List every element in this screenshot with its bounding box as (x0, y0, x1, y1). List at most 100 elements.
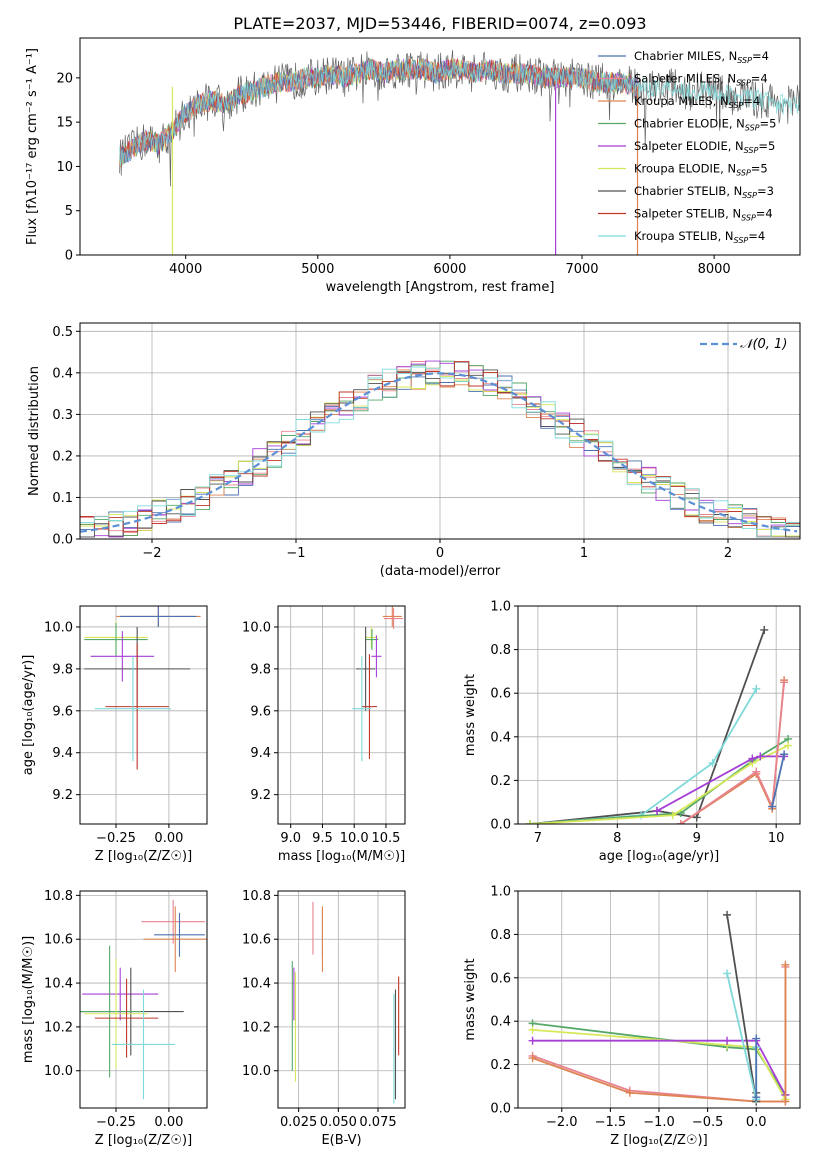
x-tick-label: −0.5 (692, 1115, 724, 1130)
y-tick-label: 1.0 (490, 600, 511, 615)
weight-marker (756, 752, 765, 761)
axes-frame (517, 890, 801, 1109)
weight-marker (676, 820, 685, 824)
x-tick-label: 0.00 (154, 831, 183, 846)
panel-weight-vs-Z: −2.0 −1.5 −1.0 −0.5 0.0 0.0 0.2 0.4 0.6 0.8 1.0 Z [… (463, 885, 801, 1148)
y-tick-label: 10.0 (242, 1064, 271, 1079)
y-tick-label: 10.4 (242, 977, 271, 992)
axes-frame (79, 37, 801, 256)
weight-marker (528, 1025, 537, 1034)
y-tick-label: 0.6 (490, 687, 511, 702)
plot-area (80, 360, 800, 539)
y-tick-label: 5 (65, 204, 73, 219)
y-tick-label: 10.2 (44, 1020, 73, 1035)
y-tick-label: 0.3 (52, 408, 73, 423)
weight-line (529, 688, 758, 824)
weight-marker (768, 802, 777, 811)
x-tick-label: 5000 (301, 262, 334, 277)
x-tick-label: 8 (613, 831, 621, 846)
y-tick-label: 9.8 (250, 662, 271, 677)
x-tick-label: 9.0 (280, 831, 301, 846)
weight-marker (752, 1034, 761, 1043)
y-tick-label: 0.5 (52, 325, 73, 340)
axes-frame (277, 890, 406, 1109)
y-tick-label: 0.2 (52, 449, 73, 464)
x-tick-label: 7000 (565, 262, 598, 277)
weight-marker (668, 811, 677, 820)
y-axis-label: mass weight (463, 674, 478, 756)
plot-area (352, 606, 404, 762)
figure-title: PLATE=2037, MJD=53446, FIBERID=0074, z=0… (233, 14, 646, 33)
y-tick-label: 0.6 (490, 971, 511, 986)
y-tick-label: 10.4 (44, 977, 73, 992)
weight-line (680, 682, 785, 824)
x-tick-label: 6000 (433, 262, 466, 277)
weight-line (726, 914, 758, 1102)
x-tick-label: 4000 (169, 262, 202, 277)
weight-marker (692, 813, 701, 822)
y-tick-label: 0.0 (490, 1102, 511, 1117)
x-axis-label: age [log₁₀(age/yr)] (599, 849, 720, 864)
x-tick-label: −1.0 (643, 1115, 675, 1130)
x-tick-label: 7 (534, 831, 542, 846)
y-tick-label: 15 (56, 116, 73, 131)
legend-entry: Salpeter ELODIE, NSSP=5 (634, 139, 775, 155)
weight-marker (723, 910, 732, 919)
x-tick-label: 10.0 (340, 831, 369, 846)
weight-line (529, 744, 789, 824)
plot-area (119, 50, 800, 255)
x-tick-label: −1.5 (595, 1115, 627, 1130)
weight-marker (748, 754, 757, 763)
x-tick-label: 1 (580, 546, 588, 561)
weight-marker (752, 767, 761, 776)
weight-marker (708, 758, 717, 767)
spectrum-line-7 (119, 58, 638, 164)
x-tick-label: 0.025 (280, 1115, 317, 1130)
y-tick-label: 0.0 (52, 533, 73, 548)
x-tick-label: 0 (436, 546, 444, 561)
panel-mass-vs-Z: −0.25 0.00 10.0 10.2 10.4 10.6 10.8 Z [log₁₀(Z/… (21, 889, 208, 1148)
y-tick-label: 20 (56, 71, 73, 86)
weight-marker (528, 1036, 537, 1045)
y-tick-label: 0.8 (490, 928, 511, 943)
spectrum-line-4 (119, 58, 638, 164)
panel-mass-vs-EBV: 0.025 0.050 0.075 10.0 10.2 10.4 10.6 10.8 E(B-V… (242, 889, 406, 1148)
weight-line (656, 755, 785, 812)
plot-area (291, 901, 400, 1104)
y-tick-label: 9.4 (52, 746, 73, 761)
y-tick-label: 10 (56, 160, 73, 175)
y-tick-label: 10.8 (242, 889, 271, 904)
x-tick-label: −1 (286, 546, 305, 561)
y-tick-label: 9.6 (52, 704, 73, 719)
x-tick-label: −2 (142, 546, 161, 561)
y-tick-label: 10.6 (44, 933, 73, 948)
legend-entry: 𝒩(0, 1) (740, 337, 787, 352)
y-tick-label: 9.4 (250, 746, 271, 761)
x-tick-label: −0.25 (96, 1115, 136, 1130)
y-tick-label: 0.1 (52, 491, 73, 506)
x-tick-label: 8000 (698, 262, 731, 277)
x-tick-label: 0.050 (320, 1115, 357, 1130)
y-axis-label: age [log₁₀(age/yr)] (21, 655, 36, 776)
panel-spectrum: 4000 5000 6000 7000 8000 0 5 10 15 20 wavelength [… (25, 37, 801, 295)
y-tick-label: 10.0 (44, 1064, 73, 1079)
x-tick-label: 0.00 (154, 1115, 183, 1130)
y-tick-label: 0 (65, 249, 73, 264)
weight-marker (780, 750, 789, 759)
weight-marker (723, 1036, 732, 1045)
x-tick-label: 0.0 (746, 1115, 767, 1130)
panel-age-vs-Z: −0.25 0.00 9.2 9.4 9.6 9.8 10.0 Z [log₁₀(Z/Z☉)]… (21, 605, 208, 864)
weight-marker (723, 969, 732, 978)
x-axis-label: mass [log₁₀(M/M☉)] (278, 849, 405, 864)
y-tick-label: 1.0 (490, 885, 511, 900)
plot-area (80, 899, 207, 1100)
y-axis-label: mass [log₁₀(M/M☉)] (21, 936, 36, 1063)
weight-marker (784, 741, 793, 750)
axes-frame (79, 605, 208, 825)
x-tick-label: 10.5 (371, 831, 400, 846)
legend-entry: Chabrier STELIB, NSSP=3 (634, 184, 774, 200)
x-tick-label: 9 (693, 831, 701, 846)
y-tick-label: 0.2 (490, 774, 511, 789)
weight-line (532, 1029, 787, 1100)
